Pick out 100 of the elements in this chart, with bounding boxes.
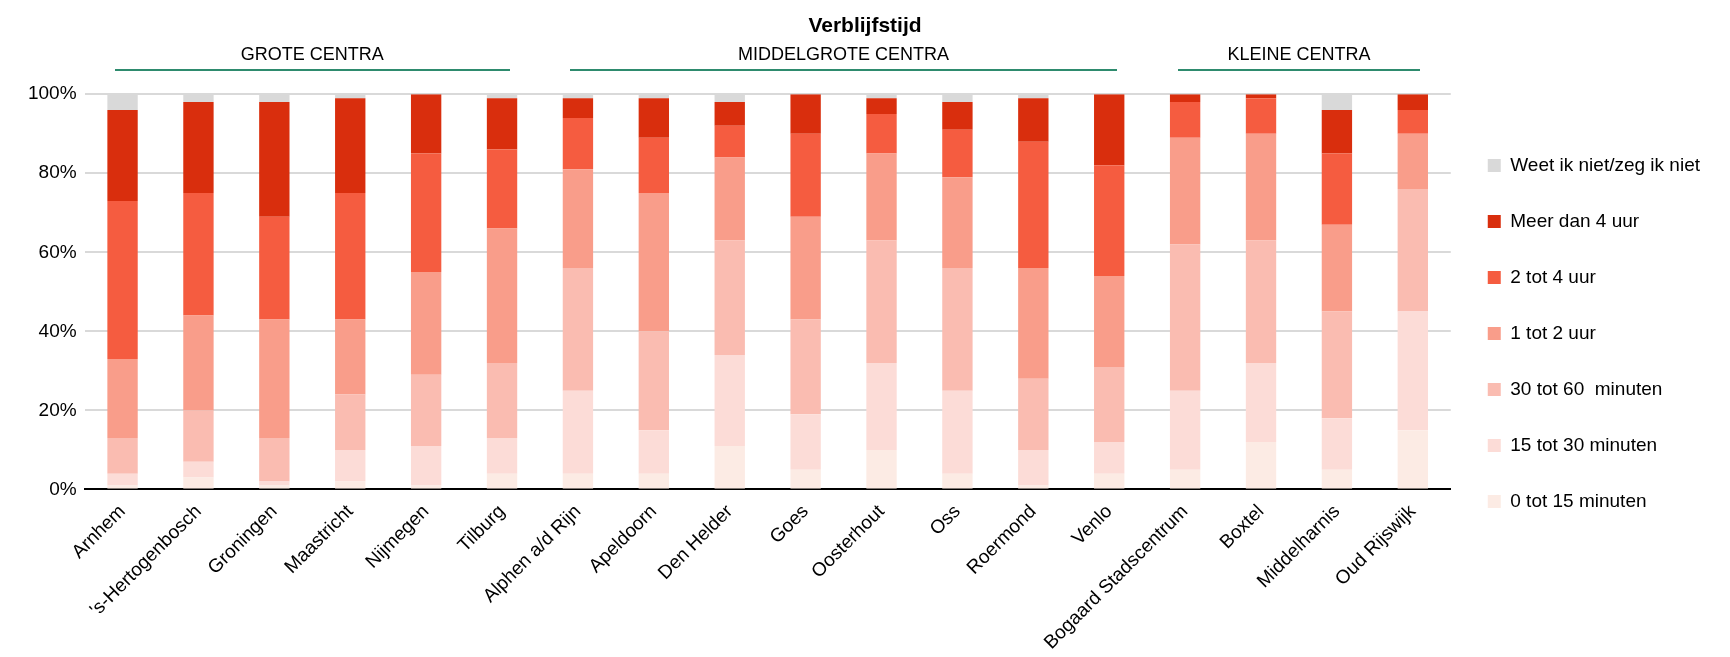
- bar: [1094, 94, 1125, 166]
- bar: [183, 477, 214, 489]
- bar: [866, 362, 897, 450]
- y-tick-label: 100%: [27, 82, 77, 104]
- bar: [942, 473, 973, 489]
- bar: [790, 216, 821, 320]
- bar: [183, 315, 214, 411]
- bar: [638, 331, 670, 431]
- bar: [410, 272, 442, 375]
- legend-label: 1 tot 2 uur: [1510, 321, 1597, 343]
- bar: [107, 200, 138, 360]
- bar: [790, 94, 821, 134]
- bar: [259, 216, 290, 320]
- legend-label: Meer dan 4 uur: [1510, 209, 1640, 231]
- bar: [562, 473, 594, 489]
- bar: [942, 177, 973, 269]
- bar: [410, 445, 442, 486]
- bar: [638, 473, 670, 489]
- text: GROTE CENTRA: [114, 44, 510, 72]
- bar: [1321, 418, 1353, 470]
- bar: [335, 193, 366, 320]
- y-tick-label: 60%: [38, 240, 77, 262]
- bar: [714, 125, 745, 158]
- legend-label: 0 tot 15 minuten: [1510, 489, 1647, 511]
- bar: [1397, 110, 1428, 134]
- bar: [1169, 390, 1201, 470]
- bar: [1169, 137, 1201, 245]
- bar: [486, 362, 518, 439]
- bar: [1018, 98, 1049, 142]
- bar: [335, 449, 366, 482]
- bar: [1018, 141, 1049, 269]
- bar: [259, 319, 290, 439]
- bar: [1018, 378, 1049, 450]
- bar: [1094, 165, 1125, 277]
- bar: [486, 228, 518, 363]
- x-tick-label: Oss: [925, 500, 964, 539]
- bar: [714, 157, 745, 241]
- legend-label: Weet ik niet/zeg ik niet: [1510, 153, 1701, 175]
- bar: [942, 129, 973, 178]
- bar: [486, 438, 518, 474]
- bar: [790, 319, 821, 415]
- bar: [866, 113, 897, 154]
- bar: [259, 102, 290, 217]
- bar: [942, 268, 973, 391]
- bar: [1094, 276, 1125, 367]
- bar: [1169, 244, 1201, 391]
- text: KLEINE CENTRA: [1177, 44, 1421, 72]
- bar: [1245, 133, 1277, 241]
- bar: [1321, 224, 1353, 312]
- legend-label: 15 tot 30 minuten: [1510, 433, 1658, 455]
- legend-label: 30 tot 60 minuten: [1510, 377, 1663, 399]
- y-tick-label: 80%: [38, 161, 77, 183]
- bar: [335, 319, 366, 395]
- bar: [335, 394, 366, 450]
- bar: [790, 469, 821, 489]
- bar: [942, 390, 973, 474]
- bar: [1321, 110, 1353, 154]
- bar: [1397, 94, 1428, 111]
- legend-label: 2 tot 4 uur: [1510, 265, 1597, 287]
- bar: [866, 449, 897, 489]
- bar: [1169, 469, 1201, 489]
- bar: [1094, 366, 1125, 443]
- bar: [183, 410, 214, 462]
- y-tick-label: 40%: [38, 319, 77, 341]
- bar: [1245, 442, 1277, 489]
- bar: [562, 98, 594, 118]
- bar: [562, 169, 594, 269]
- bar: [1018, 268, 1049, 379]
- bar: [638, 137, 670, 194]
- bar: [866, 240, 897, 363]
- bar: [183, 102, 214, 194]
- bar: [1245, 98, 1277, 134]
- bar: [1397, 189, 1428, 312]
- bar: [562, 268, 594, 391]
- bar: [562, 390, 594, 474]
- bar: [410, 94, 442, 154]
- bar: [1018, 449, 1049, 486]
- bar: [183, 193, 214, 316]
- bar: [866, 153, 897, 241]
- bar: [866, 98, 897, 114]
- bar: [1169, 102, 1201, 138]
- bar: [1397, 311, 1428, 431]
- bar: [562, 117, 594, 170]
- bar: [259, 438, 290, 482]
- bar: [1245, 240, 1277, 363]
- bar: [714, 355, 745, 446]
- bar: [1321, 311, 1353, 419]
- bar: [1094, 473, 1125, 489]
- bar: [1397, 430, 1428, 489]
- bar: [107, 438, 138, 474]
- bar: [942, 102, 973, 130]
- bar: [638, 430, 670, 474]
- bar: [486, 473, 518, 489]
- bar: [486, 149, 518, 229]
- bar: [107, 473, 138, 486]
- bar: [335, 98, 366, 194]
- bar: [259, 481, 290, 486]
- bar: [410, 374, 442, 446]
- bar: [714, 445, 745, 489]
- bar: [1094, 442, 1125, 474]
